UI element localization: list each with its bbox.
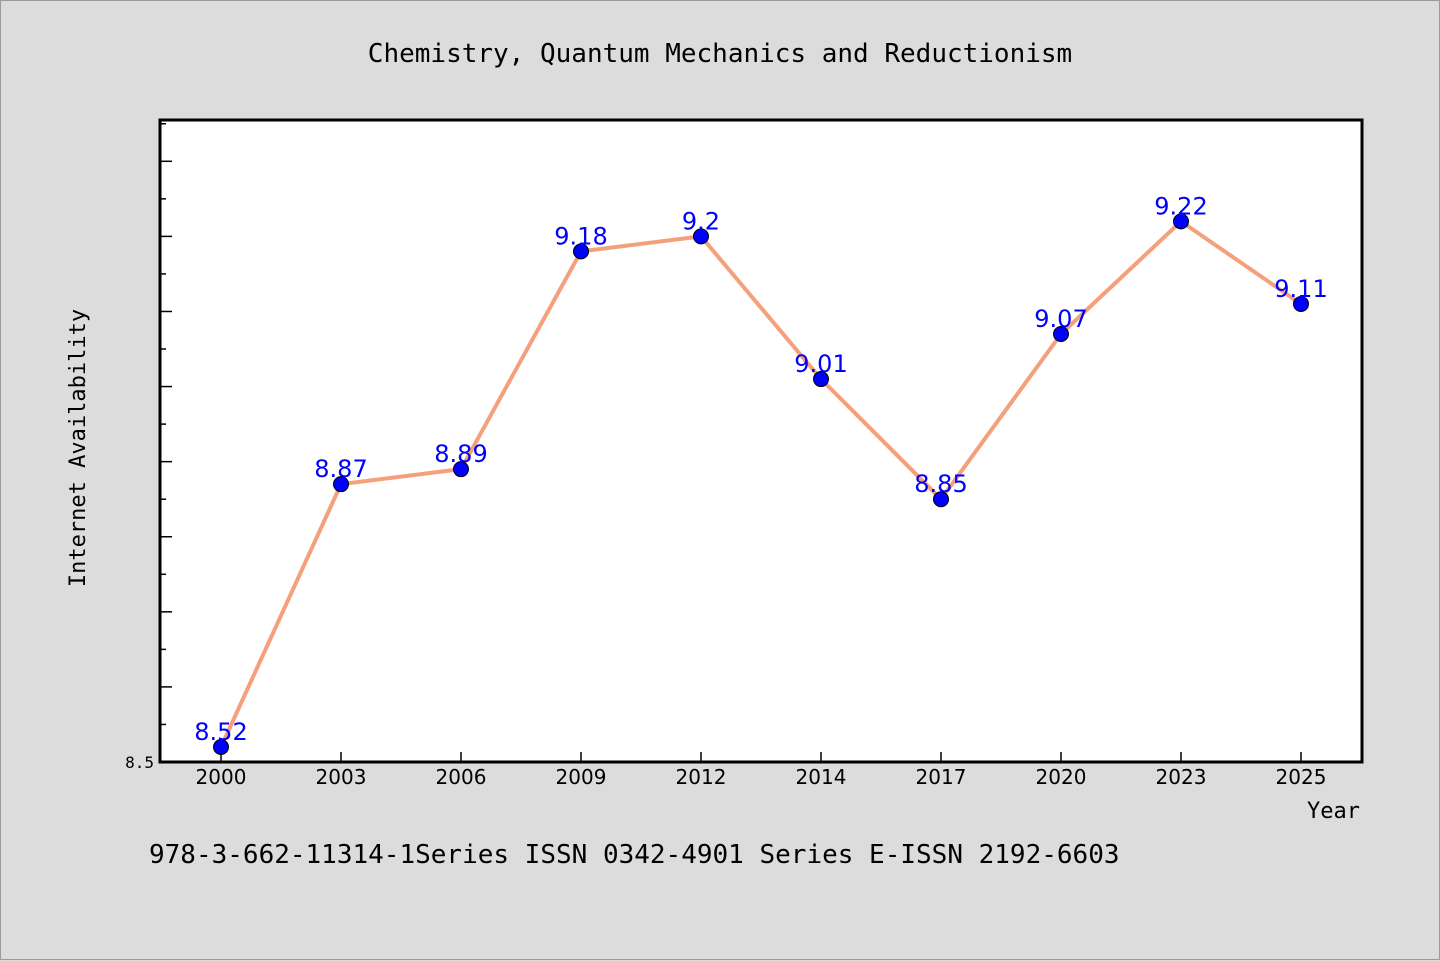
data-labels: 8.52 8.87 8.89 9.18 9.2 9.01 8.85 9.07 9.22 9.11 [194,192,1327,746]
data-label: 8.52 [194,718,247,746]
x-tick-label: 2025 [1276,765,1327,789]
data-label: 8.89 [434,440,487,468]
data-label: 9.18 [554,222,607,250]
x-tick-label: 2012 [676,765,727,789]
data-label: 9.07 [1034,305,1087,333]
x-tick-label: 2003 [316,765,367,789]
y-tick-label: 8.5 [125,753,154,772]
x-tick-label: 2017 [916,765,967,789]
series-line [219,219,1303,748]
x-tick-label: 2009 [556,765,607,789]
data-point [1053,326,1069,342]
data-label: 9.01 [794,350,847,378]
plot-border [158,118,1364,764]
y-axis-tick-labels: 8.5 [125,753,154,772]
data-point [933,491,949,508]
x-tick-label: 2020 [1036,765,1087,789]
data-point [453,461,469,478]
data-point [573,243,589,260]
data-label: 9.11 [1274,275,1327,303]
x-axis-label: Year [1307,799,1360,824]
chart-title: Chemistry, Quantum Mechanics and Reducti… [368,39,1072,69]
x-tick-label: 2023 [1156,765,1207,789]
data-point [1293,295,1309,312]
plot-area [160,120,1362,762]
data-label: 8.85 [914,470,967,498]
data-point [813,371,829,388]
x-tick-label: 2000 [196,765,247,789]
data-label: 9.2 [682,207,720,235]
data-point [693,228,709,245]
x-tick-label: 2014 [796,765,847,789]
data-point [1173,213,1189,230]
data-label: 8.87 [314,455,367,483]
x-tick-label: 2006 [436,765,487,789]
data-point [213,738,229,755]
data-markers [213,213,1309,755]
y-axis-label: Internet Availability [66,309,91,587]
data-point [333,476,349,493]
data-label: 9.22 [1154,192,1207,220]
x-axis-tick-labels: 2000 2003 2006 2009 2012 2014 2017 2020 2023 2025 [196,765,1327,789]
footer-isbn-issn-text: 978-3-662-11314-1Series ISSN 0342-4901 S… [149,840,1120,870]
